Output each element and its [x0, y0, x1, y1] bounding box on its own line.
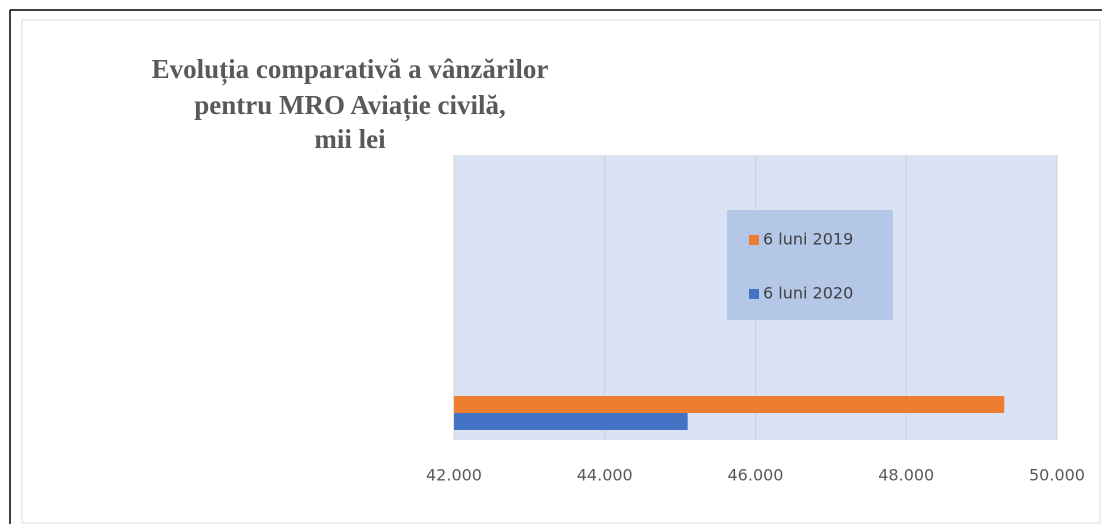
legend-box [727, 210, 893, 320]
bar [454, 396, 1005, 413]
chart-border [21, 19, 1101, 524]
legend-label: 6 luni 2020 [763, 284, 853, 303]
legend-swatch [749, 289, 759, 299]
x-tick-label: 46.000 [728, 466, 784, 485]
x-tick-label: 42.000 [426, 466, 482, 485]
chart-title: pentru MRO Aviație civilă, [194, 90, 505, 121]
x-tick-label: 44.000 [577, 466, 633, 485]
bar [454, 413, 688, 430]
legend-swatch [749, 235, 759, 245]
x-tick-label: 48.000 [878, 466, 934, 485]
chart-title: mii lei [314, 124, 386, 154]
chart-title: Evoluția comparativă a vânzărilor [152, 54, 549, 85]
legend-label: 6 luni 2019 [763, 230, 853, 249]
x-tick-label: 50.000 [1029, 466, 1085, 485]
